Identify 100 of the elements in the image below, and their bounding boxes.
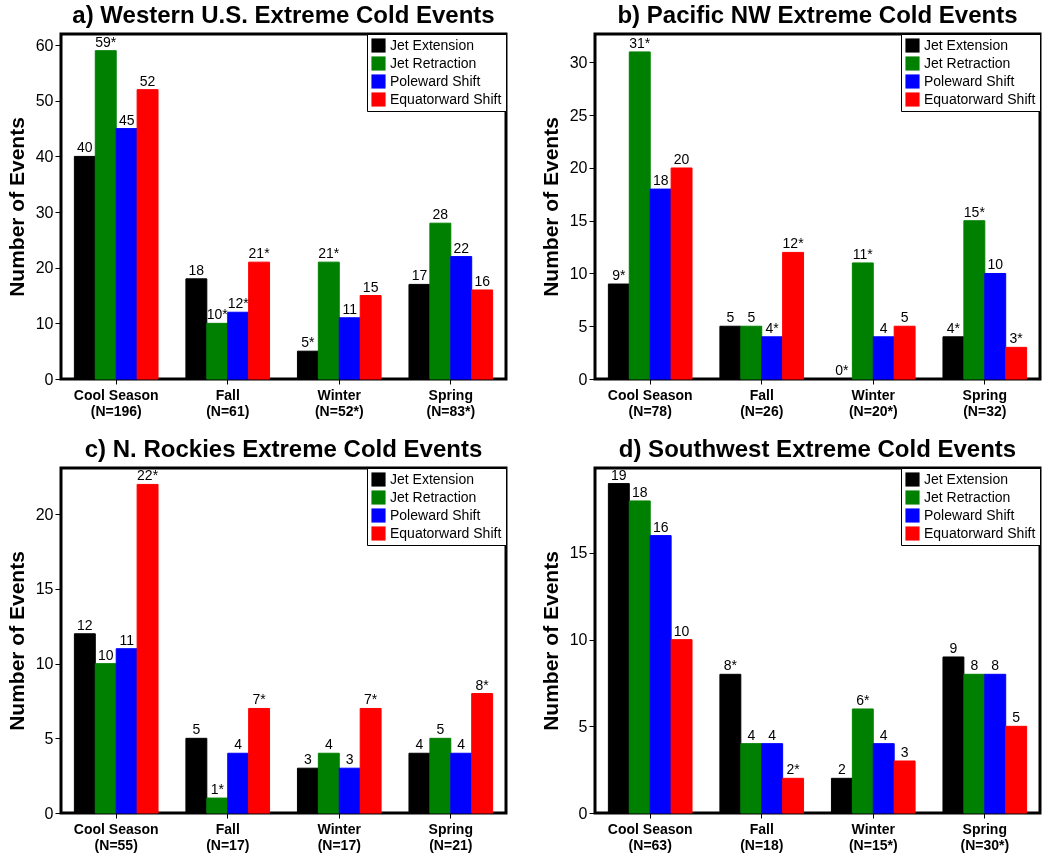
bar	[136, 89, 159, 380]
x-tick-label: Spring (N=21)	[428, 820, 473, 853]
bar	[338, 767, 361, 814]
data-label: 10*	[206, 306, 229, 323]
data-label: 45	[118, 111, 135, 128]
bar	[740, 325, 763, 380]
data-label: 52	[139, 72, 156, 89]
y-tick-label: 40	[35, 147, 54, 165]
data-label: 1*	[210, 781, 225, 798]
x-tick-label: Fall (N=26)	[740, 386, 784, 419]
y-tick-label: 15	[569, 544, 588, 562]
bar	[317, 752, 340, 814]
data-label: 5	[726, 309, 735, 326]
legend-label: Jet Extension	[924, 36, 1009, 53]
data-label: 3	[345, 751, 354, 768]
data-label: 12*	[227, 295, 250, 312]
data-label: 4	[234, 736, 243, 753]
bar	[429, 222, 452, 380]
legend-label: Jet Retraction	[924, 488, 1011, 505]
legend-label: Equatorward Shift	[924, 90, 1036, 107]
bar	[471, 693, 494, 814]
bar	[317, 261, 340, 380]
x-tick-label: Fall (N=18)	[740, 820, 784, 853]
data-label: 3*	[1009, 330, 1024, 347]
data-label: 10	[673, 622, 690, 639]
bar	[115, 648, 138, 814]
bar	[450, 256, 473, 380]
y-tick-label: 20	[35, 505, 54, 523]
bar	[649, 535, 672, 814]
legend-label: Poleward Shift	[924, 506, 1015, 523]
data-label: 5	[192, 721, 201, 738]
x-tick-label: Spring (N=30*)	[960, 820, 1010, 853]
y-axis-title: Number of Events	[538, 551, 562, 731]
data-label: 8*	[723, 657, 738, 674]
legend-label: Poleward Shift	[924, 72, 1015, 89]
data-label: 7*	[252, 691, 267, 708]
data-label: 9	[949, 639, 958, 656]
x-tick-label: Spring (N=83*)	[426, 386, 476, 419]
bar	[670, 639, 693, 814]
bar	[94, 50, 117, 380]
bar	[115, 128, 138, 380]
data-label: 8	[991, 657, 1000, 674]
chart-title: d) Southwest Extreme Cold Events	[618, 434, 1017, 462]
y-axis-title: Number of Events	[538, 117, 562, 297]
bar	[1005, 346, 1028, 380]
chart-title: b) Pacific NW Extreme Cold Events	[617, 0, 1018, 28]
data-label: 10	[97, 646, 114, 663]
bar	[227, 752, 250, 814]
bar	[851, 262, 874, 380]
bar	[248, 707, 271, 814]
y-tick-label: 20	[35, 259, 54, 277]
bar	[872, 336, 895, 380]
bar	[984, 273, 1007, 380]
legend-label: Poleward Shift	[390, 72, 481, 89]
data-label: 5	[747, 309, 756, 326]
data-label: 8	[970, 657, 979, 674]
bar	[227, 311, 250, 380]
y-tick-label: 10	[569, 265, 588, 282]
data-label: 4	[457, 736, 466, 753]
bar	[893, 325, 916, 380]
x-tick-label: Fall (N=61)	[206, 386, 250, 419]
data-label: 28	[432, 206, 449, 223]
data-label: 15	[362, 278, 379, 295]
bar	[471, 289, 494, 380]
legend-label: Equatorward Shift	[390, 90, 502, 107]
chart-title: c) N. Rockies Extreme Cold Events	[84, 434, 483, 462]
data-label: 21*	[318, 245, 340, 262]
bar	[450, 752, 473, 814]
data-label: 20	[673, 150, 690, 167]
y-tick-label: 30	[35, 203, 54, 221]
x-tick-label: Winter (N=52*)	[314, 386, 364, 419]
x-tick-label: Fall (N=17)	[206, 820, 250, 853]
bar	[359, 295, 382, 380]
data-label: 2	[838, 761, 846, 778]
data-label: 4	[324, 736, 333, 753]
x-tick-label: Cool Season (N=55)	[73, 820, 159, 853]
bar	[761, 336, 784, 380]
data-label: 59*	[95, 33, 117, 50]
legend-label: Jet Extension	[390, 36, 475, 53]
data-label: 31*	[629, 34, 651, 51]
data-label: 8*	[475, 676, 490, 693]
data-label: 4	[768, 726, 777, 743]
data-label: 4	[747, 726, 756, 743]
data-label: 18	[188, 261, 205, 278]
bar	[872, 743, 895, 814]
data-label: 4	[879, 319, 888, 336]
y-tick-label: 0	[578, 370, 588, 388]
data-label: 4	[879, 726, 888, 743]
bar	[740, 743, 763, 814]
y-axis-title: Number of Events	[4, 117, 28, 297]
bar	[963, 673, 986, 814]
legend-label: Jet Extension	[924, 470, 1009, 487]
data-label: 17	[411, 267, 428, 284]
y-tick-label: 15	[35, 580, 54, 598]
bar	[963, 220, 986, 380]
bar	[782, 777, 805, 814]
data-label: 11	[342, 300, 358, 317]
data-label: 6*	[856, 691, 870, 708]
data-label: 10	[987, 256, 1004, 273]
legend-label: Jet Retraction	[924, 54, 1011, 71]
